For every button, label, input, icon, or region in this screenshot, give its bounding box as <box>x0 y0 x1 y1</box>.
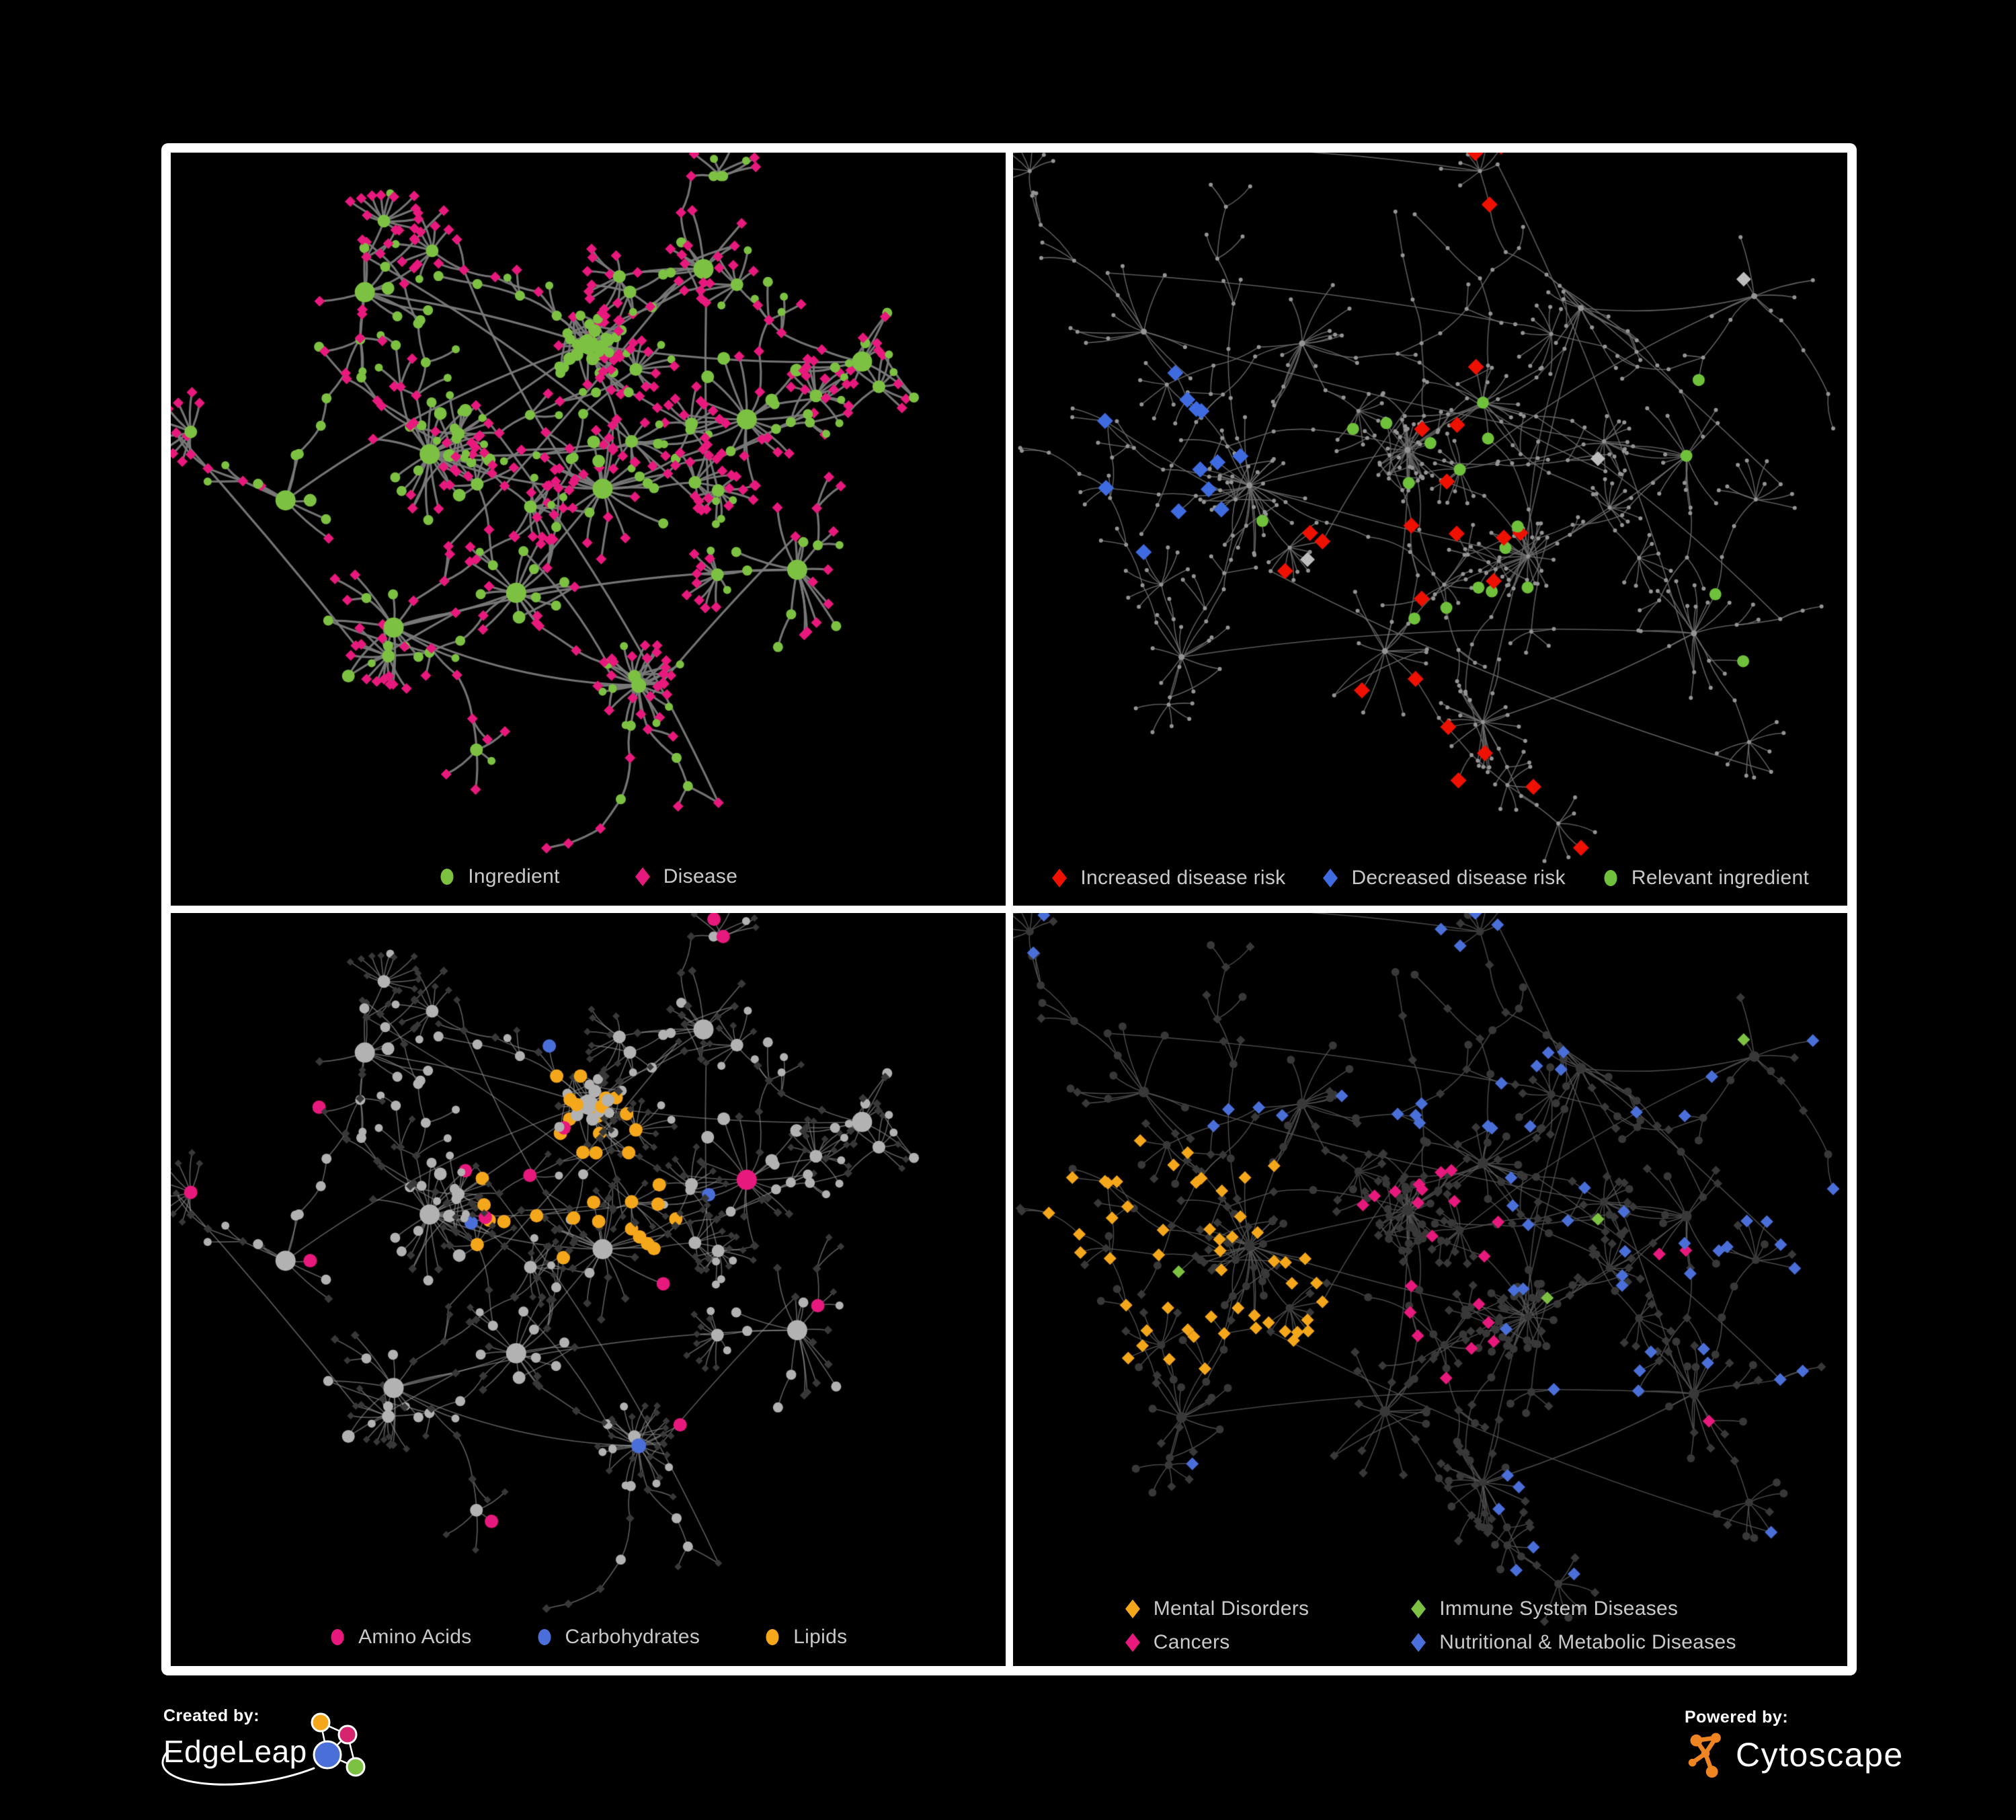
diamond-swatch-icon <box>1410 1599 1427 1619</box>
ingredient-disease-network-canvas <box>171 153 1006 906</box>
legend-label: Nutritional & Metabolic Diseases <box>1439 1631 1736 1653</box>
legend-label: Cancers <box>1153 1631 1230 1653</box>
legend-item: Increased disease risk <box>1051 867 1285 889</box>
diamond-swatch-icon <box>1124 1632 1141 1653</box>
legend-item: Lipids <box>764 1626 847 1649</box>
panel-nutrient-classes: Amino Acids Carbohydrates Lipids <box>171 913 1006 1666</box>
circle-swatch-icon <box>329 1627 346 1647</box>
powered-by-label: Powered by: <box>1685 1708 1789 1727</box>
legend-label: Ingredient <box>468 865 560 887</box>
disease-classes-network-canvas <box>1012 913 1847 1666</box>
diamond-swatch-icon <box>1410 1632 1427 1653</box>
diamond-swatch-icon <box>1051 868 1068 888</box>
legend-item: Relevant ingredient <box>1602 867 1809 889</box>
panel-ingredient-disease: Ingredient Disease <box>171 153 1006 906</box>
legend-label: Immune System Diseases <box>1439 1597 1679 1620</box>
legend-label: Lipids <box>793 1626 848 1648</box>
edgeleap-credit: Created by: EdgeLeap <box>161 1706 392 1814</box>
diamond-swatch-icon <box>634 867 651 887</box>
edgeleap-swoosh <box>161 1752 315 1786</box>
circle-swatch-icon <box>764 1627 781 1647</box>
legend-disease-classes: Mental Disorders Immune System Diseases Ca… <box>1013 1597 1848 1654</box>
legend-label: Mental Disorders <box>1153 1597 1309 1620</box>
legend-ingredient-disease: Ingredient Disease <box>171 865 1006 888</box>
legend-item: Cancers <box>1124 1631 1309 1654</box>
diamond-swatch-icon <box>1322 868 1339 888</box>
legend-item: Disease <box>634 865 737 888</box>
legend-item: Amino Acids <box>329 1626 471 1649</box>
nutrient-classes-network-canvas <box>171 913 1006 1666</box>
legend-item: Ingredient <box>438 865 559 888</box>
circle-swatch-icon <box>1602 868 1619 888</box>
cytoscape-logo-icon <box>1688 1733 1721 1778</box>
legend-label: Increased disease risk <box>1080 867 1286 889</box>
circle-swatch-icon <box>536 1627 553 1647</box>
cytoscape-wordmark: Cytoscape <box>1736 1736 1904 1774</box>
panel-disease-classes: Mental Disorders Immune System Diseases Ca… <box>1012 913 1848 1666</box>
edgeleap-wordmark: EdgeLeap <box>163 1734 307 1769</box>
diamond-swatch-icon <box>1124 1599 1141 1619</box>
legend-item: Immune System Diseases <box>1410 1597 1736 1620</box>
legend-disease-risk: Increased disease risk Decreased disease … <box>1013 867 1848 889</box>
legend-item: Decreased disease risk <box>1322 867 1566 889</box>
disease-risk-network-canvas <box>1012 153 1847 906</box>
panel-grid: Ingredient Disease Increased disease risk… <box>161 143 1857 1675</box>
legend-label: Relevant ingredient <box>1631 867 1810 889</box>
legend-label: Carbohydrates <box>565 1626 700 1648</box>
legend-item: Nutritional & Metabolic Diseases <box>1410 1631 1736 1654</box>
legend-label: Disease <box>663 865 738 887</box>
legend-item: Mental Disorders <box>1124 1597 1309 1620</box>
edgeleap-logo-icon <box>311 1712 366 1777</box>
legend-nutrient-classes: Amino Acids Carbohydrates Lipids <box>171 1626 1006 1649</box>
cytoscape-credit: Powered by: Cytoscape <box>1685 1708 1994 1802</box>
legend-item: Carbohydrates <box>536 1626 700 1649</box>
created-by-label: Created by: <box>163 1706 260 1725</box>
legend-label: Amino Acids <box>358 1626 472 1648</box>
legend-label: Decreased disease risk <box>1351 867 1566 889</box>
panel-disease-risk: Increased disease risk Decreased disease … <box>1012 153 1848 906</box>
circle-swatch-icon <box>438 867 456 887</box>
